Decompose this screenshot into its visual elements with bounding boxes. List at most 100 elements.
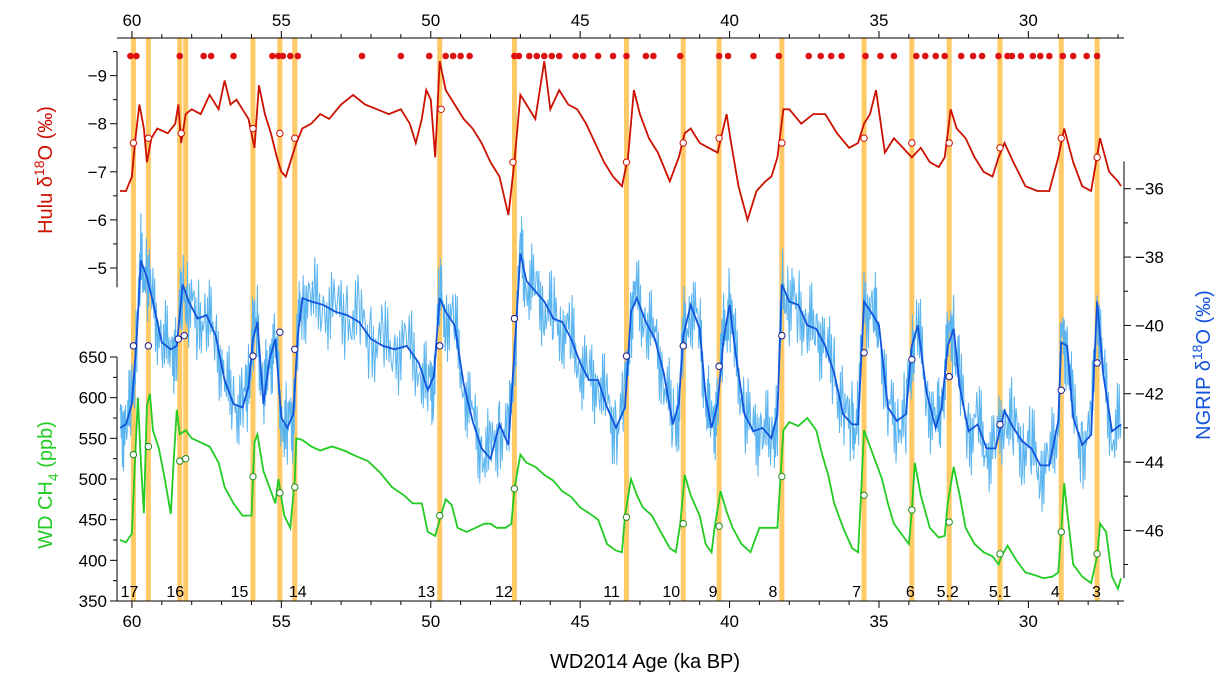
ch4-axis-title: WD CH4 (ppb): [35, 421, 61, 549]
dating-marker: [995, 52, 1002, 60]
ch4-tie-point: [1093, 550, 1101, 558]
event-label: 16: [166, 584, 184, 601]
hulu-axis-title-tail: O (‰): [35, 106, 57, 160]
dating-marker: [127, 52, 134, 60]
dating-marker: [969, 52, 977, 60]
dating-marker: [358, 52, 366, 60]
x-axis-title: WD2014 Age (ka BP): [550, 651, 740, 673]
dating-marker: [941, 52, 949, 60]
dating-marker: [133, 52, 140, 60]
ngrip-smooth-line: [119, 253, 1122, 467]
ngrip-tie-point: [129, 342, 138, 350]
ch4-tie-point: [996, 550, 1004, 558]
ngrip-tie-point: [996, 420, 1004, 429]
dating-marker: [526, 52, 533, 60]
hulu-tie-point: [778, 139, 786, 147]
dating-marker: [449, 52, 457, 60]
ngrip-tie-point: [715, 362, 723, 371]
event-band: [277, 38, 283, 601]
dating-marker: [425, 52, 433, 60]
ngrip-tie-point: [436, 342, 444, 350]
hulu-tick-label: −9: [88, 67, 107, 86]
event-label: 17: [121, 584, 139, 601]
dating-marker: [294, 52, 302, 60]
x-tick-label-top: 60: [122, 11, 141, 30]
x-tick-label-top: 55: [272, 11, 291, 30]
dating-marker: [890, 52, 898, 60]
dating-marker: [623, 52, 630, 60]
event-label: 11: [603, 584, 620, 601]
dating-marker: [279, 52, 287, 60]
dating-marker: [230, 52, 237, 60]
hulu-axis-title: Hulu δ18O (‰): [31, 106, 57, 234]
ngrip-tie-point: [180, 331, 188, 340]
event-label: 8: [768, 584, 777, 601]
event-label: 13: [417, 584, 435, 601]
hulu-tie-point: [509, 158, 517, 166]
dating-marker: [978, 52, 986, 60]
hulu-tick-label: −8: [88, 115, 107, 134]
ch4-axis-title-sub: 4: [45, 473, 61, 481]
ch4-tie-point: [715, 522, 723, 530]
x-tick-label-top: 45: [571, 11, 590, 30]
ngrip-tick-label: −36: [1135, 180, 1164, 199]
ngrip-tick-label: −42: [1135, 385, 1164, 404]
x-tick-label-bottom: 40: [720, 612, 739, 631]
hulu-tie-point: [860, 134, 868, 142]
dating-marker: [877, 52, 884, 60]
ngrip-tick-label: −46: [1135, 521, 1164, 540]
ch4-tie-point: [176, 457, 184, 465]
event-label: 9: [709, 584, 718, 601]
event-band: [130, 38, 136, 601]
ch4-tie-point: [778, 472, 786, 481]
ch4-line: [119, 393, 1122, 592]
dating-marker: [827, 52, 835, 60]
dating-marker: [176, 52, 184, 60]
dating-marker: [548, 52, 556, 60]
dating-marker: [932, 52, 940, 60]
dating-marker: [466, 52, 473, 60]
event-label: 14: [289, 584, 307, 601]
event-label: 10: [662, 584, 680, 601]
ngrip-tick-label: −38: [1135, 248, 1164, 267]
event-label: 5.2: [937, 584, 959, 601]
ch4-tie-point: [129, 450, 138, 459]
x-tick-label-top: 30: [1019, 11, 1038, 30]
dating-marker: [1008, 52, 1016, 60]
ngrip-tie-point: [679, 342, 687, 350]
ngrip-tie-point: [778, 331, 786, 340]
event-band: [997, 38, 1003, 601]
hulu-tie-point: [249, 124, 257, 133]
ngrip-tie-point: [1093, 359, 1101, 367]
dating-marker: [862, 52, 869, 60]
ngrip-tie-point: [144, 342, 153, 350]
tie-points: [129, 105, 1101, 558]
hulu-tie-point: [908, 139, 916, 147]
hulu-tie-point: [129, 139, 138, 147]
dating-marker: [715, 52, 723, 60]
ngrip-tie-point: [622, 352, 631, 360]
ch4-tick-label: 350: [79, 592, 107, 611]
hulu-tie-point: [291, 134, 299, 142]
event-label: 3: [1092, 584, 1101, 601]
hulu-axis-title-sup: 18: [31, 160, 47, 176]
hulu-tie-point: [996, 144, 1004, 152]
ngrip-tick-label: −40: [1135, 316, 1164, 335]
dating-marker: [750, 52, 757, 60]
x-tick-label-bottom: 50: [421, 612, 440, 631]
dating-marker: [533, 52, 541, 60]
ngrip-tie-point: [510, 314, 519, 323]
dating-marker: [200, 52, 207, 60]
dating-marker: [579, 52, 587, 60]
hulu-tie-point: [715, 134, 723, 142]
hulu-tie-point: [144, 134, 153, 142]
ngrip-axis-title-sup: 18: [1189, 344, 1205, 360]
hulu-tie-point: [1093, 153, 1101, 162]
x-tick-label-top: 35: [870, 11, 889, 30]
ngrip-tie-point: [945, 372, 953, 381]
ch4-tie-point: [144, 442, 153, 451]
ch4-tie-point: [622, 513, 631, 521]
ngrip-tie-point: [249, 352, 257, 360]
ch4-tick-label: 500: [79, 470, 107, 489]
